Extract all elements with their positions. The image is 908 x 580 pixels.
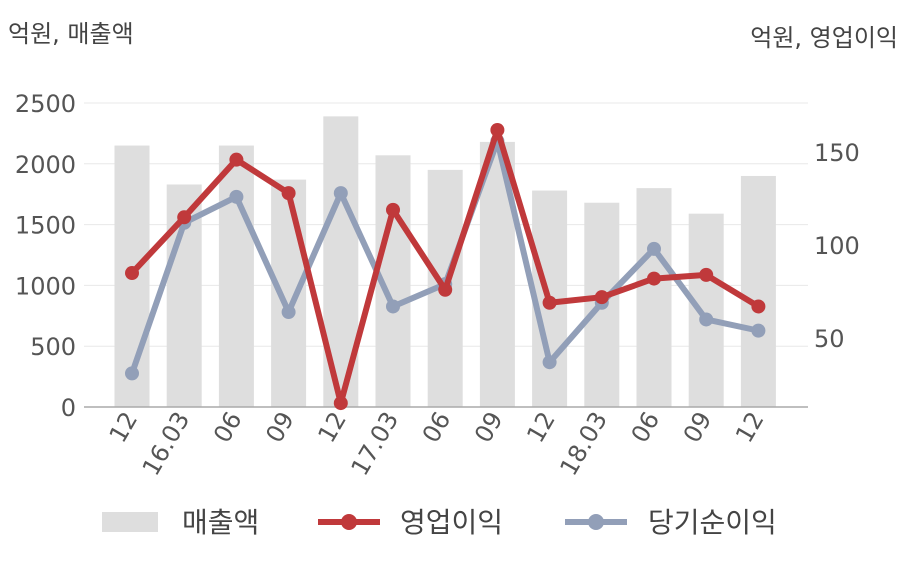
x-tick-label: 18.03 [554, 407, 613, 481]
y-left-tick-label: 0 [61, 394, 76, 422]
x-tick-label: 09 [678, 407, 718, 447]
x-tick-label: 12 [730, 407, 770, 447]
data-point [333, 396, 348, 411]
y-left-tick-label: 1500 [15, 212, 76, 240]
legend-swatch-marker [341, 514, 357, 530]
data-point [542, 355, 557, 370]
data-point [229, 152, 244, 167]
x-tick-label: 17.03 [346, 407, 405, 481]
x-tick-label: 12 [312, 407, 352, 447]
data-point [281, 305, 296, 320]
x-tick-label: 09 [260, 407, 300, 447]
y-left-tick-label: 2000 [15, 151, 76, 179]
x-tick-label: 16.03 [137, 407, 196, 481]
data-point [594, 290, 609, 305]
data-point [751, 323, 766, 338]
legend-swatch-bar [102, 512, 158, 532]
legend-swatch-marker [588, 514, 604, 530]
y-right-tick-label: 100 [814, 232, 860, 260]
data-point [386, 202, 400, 217]
data-point [751, 299, 766, 314]
x-tick-label: 06 [208, 407, 248, 447]
bar [688, 213, 724, 407]
x-tick-label: 06 [626, 407, 666, 447]
bar [636, 188, 672, 407]
data-point [229, 189, 244, 204]
data-point [542, 295, 557, 310]
data-point [699, 267, 714, 282]
data-point [125, 366, 139, 381]
y-left-tick-label: 500 [30, 333, 76, 361]
data-point [281, 186, 296, 201]
legend-label: 당기순이익 [648, 506, 777, 539]
data-point [699, 312, 714, 327]
y-right-tick-label: 50 [814, 325, 845, 353]
y-left-tick-label: 1000 [15, 272, 76, 300]
y-right-tick-label: 150 [814, 139, 860, 167]
data-point [647, 241, 661, 256]
bar [271, 179, 307, 407]
right-axis-unit-label: 억원, 영업이익 [750, 24, 898, 52]
x-tick-label: 06 [417, 407, 457, 447]
data-point [490, 122, 505, 137]
data-point [177, 210, 192, 225]
legend-label: 매출액 [182, 506, 259, 539]
data-point [125, 266, 139, 281]
x-tick-label: 09 [469, 407, 509, 447]
data-point [438, 282, 453, 297]
legend-label: 영업이익 [400, 506, 503, 539]
bar [740, 175, 776, 407]
left-axis-unit-label: 억원, 매출액 [8, 20, 134, 48]
data-point [333, 186, 348, 201]
x-tick-label: 12 [104, 407, 144, 447]
y-left-tick-label: 2500 [15, 90, 76, 118]
bar [218, 145, 254, 407]
data-point [386, 299, 400, 314]
x-tick-label: 12 [521, 407, 561, 447]
data-point [647, 271, 661, 286]
